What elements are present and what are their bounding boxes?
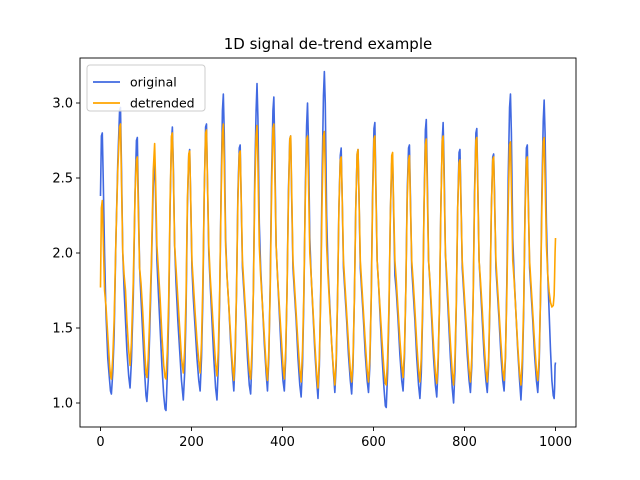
x-tick-label: 600 [361, 435, 386, 450]
x-tick-label: 1000 [539, 435, 572, 450]
series-line-detrended [99, 123, 557, 389]
x-tick-label: 400 [270, 435, 295, 450]
x-tick-label: 0 [96, 435, 104, 450]
chart-title: 1D signal de-trend example [224, 35, 432, 53]
y-tick-label: 2.0 [52, 247, 73, 262]
x-tick-label: 200 [179, 435, 204, 450]
y-tick-label: 1.5 [52, 322, 73, 337]
legend-label-detrended: detrended [130, 96, 195, 111]
plot-area [99, 70, 557, 412]
y-tick-label: 2.5 [52, 172, 73, 187]
legend-label-original: original [130, 75, 177, 90]
axes: 0 200 400 600 800 1000 1.0 1.5 2.0 2.5 3.0 [52, 57, 577, 450]
legend-box [86, 64, 206, 112]
legend: original detrended [86, 64, 206, 112]
x-tick-label: 800 [452, 435, 477, 450]
y-tick-label: 3.0 [52, 97, 73, 112]
y-tick-label: 1.0 [52, 397, 73, 412]
axes-frame [79, 57, 577, 428]
